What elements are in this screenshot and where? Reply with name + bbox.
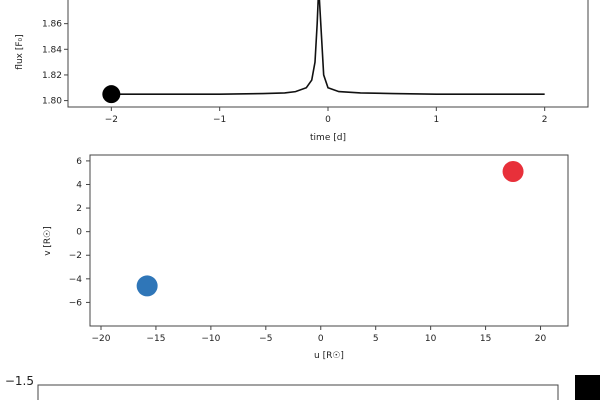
position-x-tick-label: 10 xyxy=(425,334,437,344)
position-y-ticks: −6 −4 −2 0 2 4 6 xyxy=(69,157,90,308)
position-frame xyxy=(89,154,569,327)
lightcurve-ylabel: flux [F₀] xyxy=(15,34,25,69)
position-y-tick-label: −2 xyxy=(69,251,82,261)
position-x-tick-label: 15 xyxy=(480,334,491,344)
position-ylabel: v [R☉] xyxy=(43,226,53,256)
lightcurve-x-tick-label: 1 xyxy=(433,115,439,125)
position-y-tick-label: 4 xyxy=(76,180,82,190)
lightcurve-x-tick-label: −2 xyxy=(105,115,118,125)
lightcurve-y-tick-label: 1.84 xyxy=(42,45,62,55)
position-y-tick-label: 6 xyxy=(76,157,82,167)
lightcurve-marker xyxy=(102,85,121,104)
position-y-tick-label: −4 xyxy=(69,275,83,285)
position-xlabel: u [R☉] xyxy=(314,351,344,361)
third-panel: −1.5 xyxy=(5,374,600,404)
position-points xyxy=(136,161,524,297)
lightcurve-y-ticks: 1.80 1.82 1.84 1.86 xyxy=(42,20,68,107)
position-point xyxy=(136,275,158,297)
position-x-ticks: −20 −15 −10 −5 0 5 10 15 20 xyxy=(91,326,547,344)
position-x-tick-label: 0 xyxy=(318,334,324,344)
position-y-tick-label: 2 xyxy=(76,204,82,214)
colorbar-swatch xyxy=(575,375,600,400)
third-y-tick-label: −1.5 xyxy=(5,374,34,388)
lightcurve-x-tick-label: 2 xyxy=(542,115,548,125)
lightcurve-x-tick-label: −1 xyxy=(213,115,226,125)
position-x-tick-label: −5 xyxy=(259,334,272,344)
position-x-tick-label: 20 xyxy=(535,334,547,344)
lightcurve-x-ticks: −2 −1 0 1 2 xyxy=(105,107,548,125)
third-frame xyxy=(37,384,559,404)
lightcurve-y-tick-label: 1.82 xyxy=(42,71,62,81)
position-point xyxy=(502,161,524,183)
position-x-tick-label: −20 xyxy=(91,334,110,344)
position-x-tick-label: −15 xyxy=(146,334,165,344)
lightcurve-y-tick-label: 1.86 xyxy=(42,20,62,30)
position-x-tick-label: 5 xyxy=(373,334,379,344)
lightcurve-frame xyxy=(67,0,589,108)
lightcurve-xlabel: time [d] xyxy=(310,133,346,143)
lightcurve-series-line xyxy=(111,0,545,95)
lightcurve-markers xyxy=(102,85,121,104)
position-y-tick-label: 0 xyxy=(76,228,82,238)
lightcurve-panel: −2 −1 0 1 2 1.80 1.82 1.84 1.86 time [d] flux [… xyxy=(15,0,589,143)
position-x-tick-label: −10 xyxy=(201,334,220,344)
lightcurve-lines xyxy=(111,0,545,95)
lightcurve-y-tick-label: 1.80 xyxy=(42,97,62,107)
position-y-tick-label: −6 xyxy=(69,298,83,308)
lightcurve-x-tick-label: 0 xyxy=(325,115,331,125)
